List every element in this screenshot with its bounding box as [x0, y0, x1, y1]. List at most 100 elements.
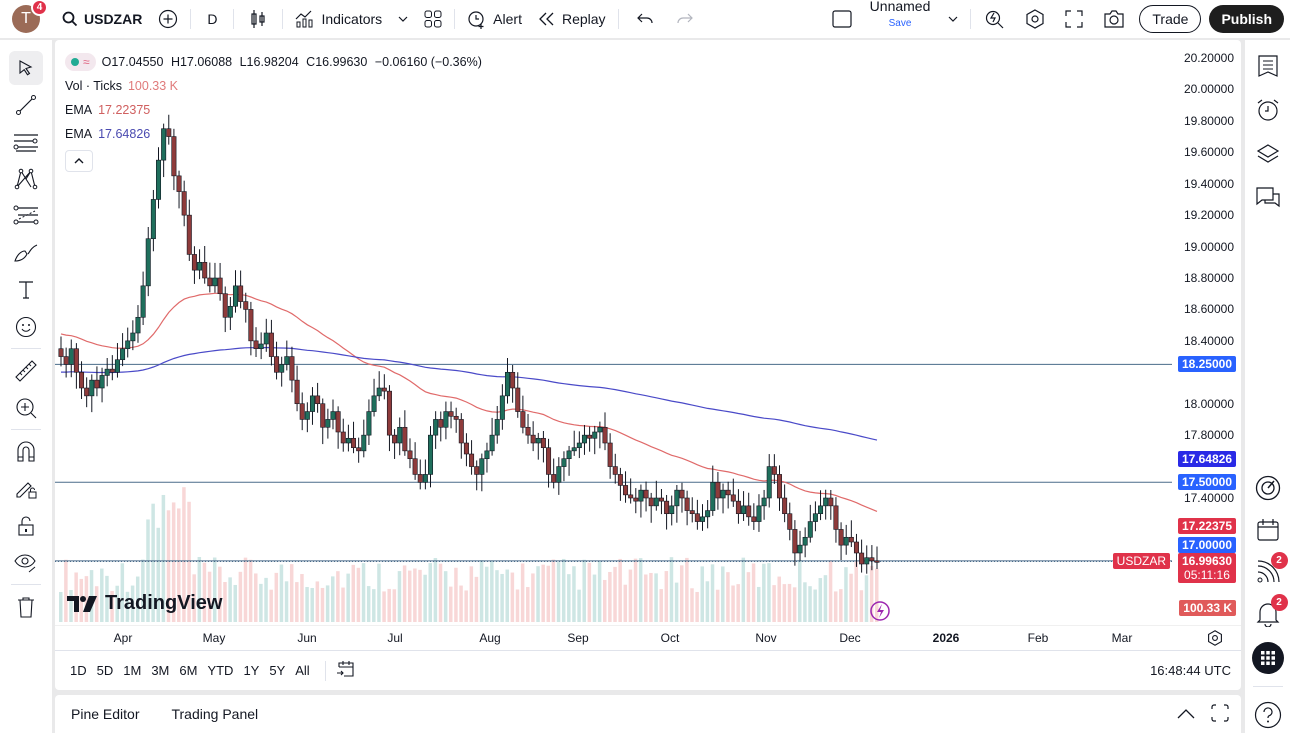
candle-body[interactable] [679, 489, 685, 499]
news-streams-button[interactable]: 2 [1250, 552, 1288, 590]
ema-slow-line[interactable] [61, 346, 878, 441]
candle-body[interactable] [556, 466, 562, 483]
candle-body[interactable] [576, 442, 582, 449]
magnet-tool[interactable] [9, 435, 43, 469]
time-axis[interactable]: Apr May Jun Jul Aug Sep Oct Nov Dec 2026 Feb Mar [55, 625, 1241, 649]
candle-body[interactable] [428, 434, 434, 475]
candle-body[interactable] [653, 497, 659, 507]
candle-body[interactable] [279, 364, 285, 373]
candle-body[interactable] [848, 536, 854, 543]
candle-body[interactable] [638, 489, 644, 502]
lock-drawings-tool[interactable] [9, 472, 43, 506]
candle-body[interactable] [392, 434, 398, 444]
candle-body[interactable] [84, 387, 90, 397]
candle-body[interactable] [612, 466, 618, 475]
range-1y[interactable]: 1Y [243, 663, 260, 678]
candle-body[interactable] [674, 489, 680, 507]
candle-body[interactable] [371, 395, 377, 412]
candle-body[interactable] [94, 379, 100, 389]
range-1m[interactable]: 1M [123, 663, 142, 678]
candle-body[interactable] [566, 450, 572, 460]
trend-line-tool[interactable] [9, 88, 43, 122]
candle-body[interactable] [130, 332, 136, 342]
candle-body[interactable] [79, 371, 85, 389]
goto-date-button[interactable] [336, 659, 356, 682]
cursor-tool[interactable] [9, 50, 43, 85]
chart-type-button[interactable] [238, 0, 278, 38]
publish-button[interactable]: Publish [1209, 5, 1284, 33]
fib-tool[interactable] [9, 199, 43, 233]
fullscreen-button[interactable] [1055, 0, 1093, 38]
candle-body[interactable] [125, 340, 131, 350]
candle-body[interactable] [602, 426, 608, 444]
candle-body[interactable] [540, 437, 546, 449]
compare-symbol-button[interactable] [150, 0, 186, 38]
candle-body[interactable] [191, 254, 197, 271]
maximize-panel-button[interactable] [1207, 703, 1241, 725]
notifications-button[interactable]: 2 [1250, 594, 1288, 632]
candle-body[interactable] [592, 431, 598, 439]
lightning-icon[interactable] [870, 601, 890, 621]
help-button[interactable] [1250, 697, 1286, 733]
candle-body[interactable] [361, 434, 367, 452]
alerts-button[interactable] [1250, 92, 1286, 128]
candle-body[interactable] [607, 442, 613, 467]
candle-body[interactable] [520, 411, 526, 428]
candle-body[interactable] [443, 411, 449, 428]
candle-body[interactable] [99, 375, 105, 389]
candle-body[interactable] [756, 505, 762, 522]
candle-body[interactable] [617, 474, 623, 486]
candle-body[interactable] [782, 497, 788, 515]
candle-body[interactable] [253, 340, 259, 350]
candle-body[interactable] [535, 437, 541, 444]
candle-body[interactable] [309, 395, 315, 412]
candle-body[interactable] [581, 434, 587, 444]
candle-body[interactable] [802, 536, 808, 546]
range-1d[interactable]: 1D [70, 663, 87, 678]
candle-body[interactable] [448, 411, 454, 417]
indicators-button[interactable]: Indicators [287, 0, 390, 38]
candle-body[interactable] [351, 437, 357, 449]
candle-body[interactable] [109, 368, 115, 373]
candle-body[interactable] [114, 359, 120, 373]
candle-body[interactable] [433, 419, 439, 436]
candle-body[interactable] [417, 474, 423, 483]
candle-body[interactable] [869, 557, 875, 562]
candle-body[interactable] [694, 513, 700, 522]
candle-body[interactable] [274, 356, 280, 373]
watchlist-button[interactable] [1250, 48, 1286, 84]
candle-body[interactable] [489, 434, 495, 452]
candle-body[interactable] [510, 371, 516, 389]
candle-body[interactable] [304, 411, 310, 420]
candle-body[interactable] [828, 497, 834, 507]
range-all[interactable]: All [295, 663, 310, 678]
candle-body[interactable] [746, 505, 752, 518]
candle-body[interactable] [458, 419, 464, 444]
candle-body[interactable] [238, 285, 244, 302]
candle-body[interactable] [700, 516, 706, 522]
candle-body[interactable] [222, 293, 228, 318]
candle-body[interactable] [469, 453, 475, 467]
redo-button[interactable] [667, 0, 703, 38]
candle-body[interactable] [766, 466, 772, 499]
candle-body[interactable] [263, 332, 269, 345]
trade-button[interactable]: Trade [1139, 5, 1202, 33]
candle-body[interactable] [484, 450, 490, 460]
candle-body[interactable] [705, 510, 711, 518]
candle-body[interactable] [792, 529, 798, 554]
candle-body[interactable] [494, 419, 500, 436]
candle-body[interactable] [633, 497, 639, 502]
candle-body[interactable] [63, 356, 69, 365]
candle-body[interactable] [463, 442, 469, 455]
object-tree-button[interactable] [1250, 136, 1286, 172]
fullscreen-select-button[interactable] [824, 0, 860, 38]
candle-body[interactable] [232, 285, 238, 307]
ema-fast-row[interactable]: EMA 17.22375 [65, 98, 486, 122]
candle-body[interactable] [515, 387, 521, 412]
candle-body[interactable] [325, 419, 331, 428]
candle-body[interactable] [751, 516, 757, 522]
candle-body[interactable] [217, 277, 223, 295]
layouts-button[interactable] [416, 0, 450, 38]
candle-body[interactable] [715, 481, 721, 499]
candle-body[interactable] [525, 426, 531, 436]
